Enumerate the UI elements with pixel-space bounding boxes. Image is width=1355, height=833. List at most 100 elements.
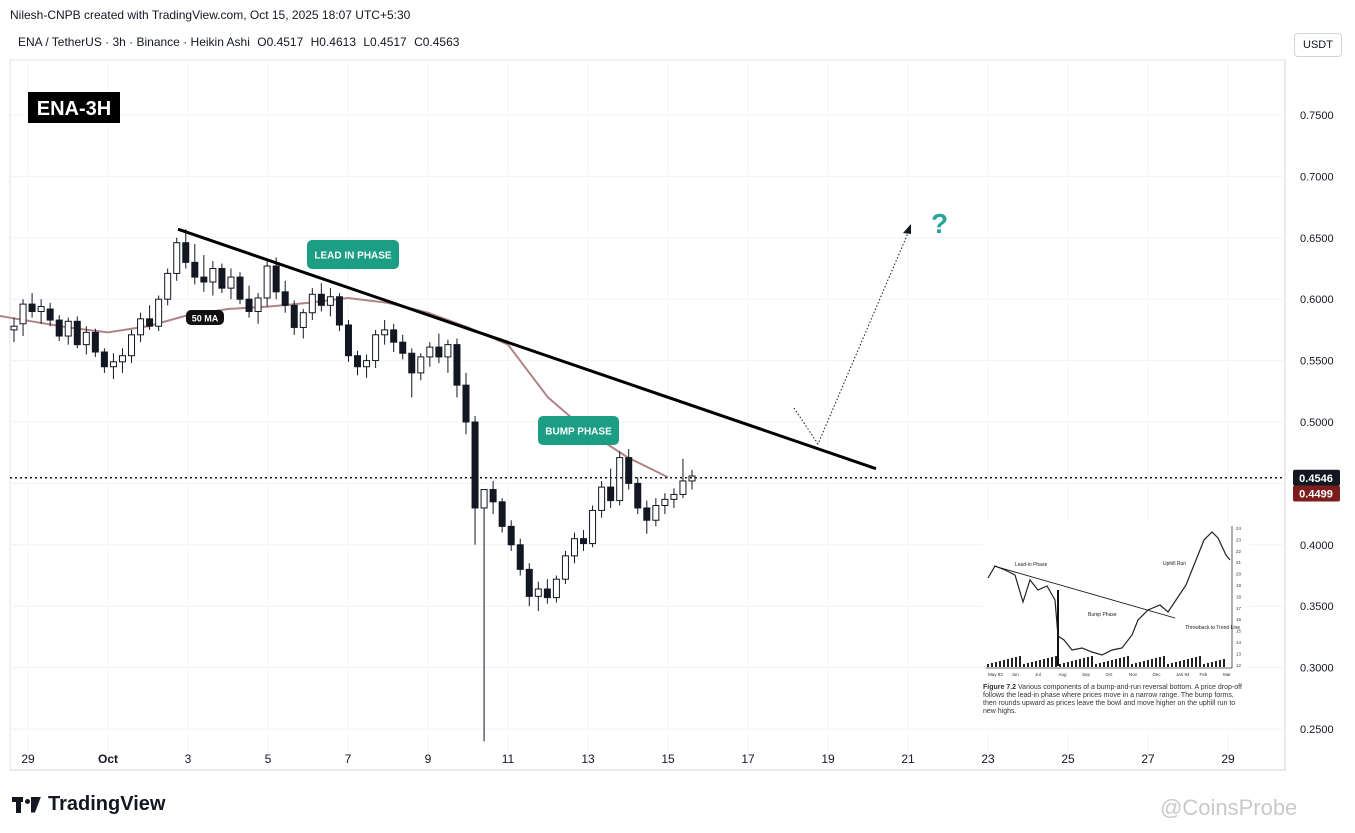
ma-price-label: 0.4499 — [1299, 489, 1333, 501]
candle — [317, 283, 325, 312]
y-tick-label: 0.6000 — [1300, 294, 1334, 306]
inset-volume-bar — [1075, 660, 1077, 667]
question-mark: ? — [931, 208, 949, 239]
x-tick-label: 15 — [661, 752, 675, 766]
candle — [254, 293, 262, 324]
bump-phase-label: BUMP PHASE — [545, 427, 612, 438]
candle-body — [561, 555, 569, 580]
candle-body — [661, 498, 669, 507]
inset-volume-bar — [1151, 659, 1153, 667]
candle — [209, 261, 217, 296]
inset-volume-bar — [1171, 663, 1173, 667]
candle — [109, 353, 117, 380]
candle — [453, 338, 461, 398]
candle-body — [64, 320, 72, 337]
inset-volume-bar — [1083, 658, 1085, 667]
candle — [290, 300, 298, 335]
tradingview-logo[interactable]: TradingView — [12, 793, 165, 816]
candle — [652, 498, 660, 527]
inset-volume-bar — [1119, 658, 1121, 667]
inset-label: Lead-in Phase — [1015, 562, 1047, 568]
candle-body — [118, 355, 126, 363]
projection-path — [793, 225, 912, 446]
y-tick-label: 0.7500 — [1300, 110, 1334, 122]
candle — [344, 320, 352, 362]
candle-body — [471, 421, 479, 509]
candle — [435, 333, 443, 364]
inset-volume-bar — [1063, 663, 1065, 667]
inset-x-label: Jun — [1012, 672, 1020, 677]
inset-volume-bar — [1143, 661, 1145, 667]
candle-body — [272, 265, 280, 293]
inset-x-label: Sep — [1082, 672, 1091, 677]
candle — [643, 500, 651, 534]
inset-caption: Figure 7.2 Various components of a bump-… — [983, 684, 1248, 716]
candle-body — [344, 324, 352, 357]
symbol-name[interactable]: ENA / TetherUS · 3h · Binance · Heikin A… — [18, 35, 250, 49]
candle — [28, 293, 36, 318]
inset-volume-bar — [1043, 659, 1045, 667]
inset-volume-bar — [1003, 660, 1005, 667]
candle-body — [534, 588, 542, 597]
candle — [625, 449, 633, 490]
inset-volume-bar — [1131, 664, 1133, 667]
inset-volume-bar — [987, 664, 989, 667]
inset-x-label: Feb — [1200, 672, 1208, 677]
currency-button[interactable]: USDT — [1294, 33, 1342, 57]
candle — [182, 229, 190, 269]
candle-body — [100, 351, 108, 368]
title-badge — [28, 92, 120, 123]
candle-body — [46, 308, 54, 321]
candle-body — [227, 276, 235, 289]
candle — [137, 312, 145, 343]
candle-body — [128, 334, 136, 357]
candle — [37, 299, 45, 324]
x-tick-label: 19 — [821, 752, 835, 766]
inset-volume-bar — [1207, 663, 1209, 667]
y-tick-label: 0.5500 — [1300, 356, 1334, 368]
inset-volume-bar — [1079, 659, 1081, 667]
candle-body — [625, 457, 633, 484]
candle-body — [254, 297, 262, 312]
candle-body — [390, 329, 398, 343]
candle-body — [281, 291, 289, 306]
candle — [73, 316, 81, 349]
inset-y-label: 16 — [1236, 617, 1242, 622]
candle — [155, 295, 163, 332]
inset-y-label: 18 — [1236, 594, 1242, 599]
x-tick-label: Oct — [98, 752, 118, 766]
descending-trendline — [177, 227, 877, 471]
candle-body — [299, 312, 307, 328]
inset-volume-bar — [1183, 660, 1185, 667]
x-tick-label: 25 — [1061, 752, 1075, 766]
candle — [299, 309, 307, 339]
inset-label: Throwback to Trend Line — [1185, 625, 1240, 631]
inset-volume-bar — [1035, 661, 1037, 667]
y-tick-label: 0.6500 — [1300, 233, 1334, 245]
inset-x-label: Dec — [1153, 672, 1162, 677]
candle-body — [381, 329, 389, 336]
candle-body — [109, 361, 117, 368]
candle-body — [580, 538, 588, 545]
candle — [381, 320, 389, 345]
x-tick-label: 29 — [21, 752, 35, 766]
candle-body — [290, 304, 298, 328]
last-price-label: 0.4546 — [1299, 473, 1333, 485]
inset-volume-bar — [1211, 662, 1213, 667]
inset-volume-bar — [1107, 661, 1109, 667]
candle — [426, 342, 434, 367]
candle-body — [263, 265, 271, 299]
candle-body — [444, 344, 452, 358]
coinsprobe-watermark: @CoinsProbe — [1160, 795, 1298, 820]
candle — [363, 354, 371, 378]
inset-volume-bar — [1199, 656, 1201, 667]
inset-volume-bar — [1191, 658, 1193, 667]
inset-volume-bar — [1015, 657, 1017, 667]
candle — [570, 532, 578, 564]
candle — [19, 299, 27, 337]
candle-body — [598, 486, 606, 511]
candle — [100, 348, 108, 373]
candle — [245, 285, 253, 318]
inset-volume-bar — [1031, 662, 1033, 667]
